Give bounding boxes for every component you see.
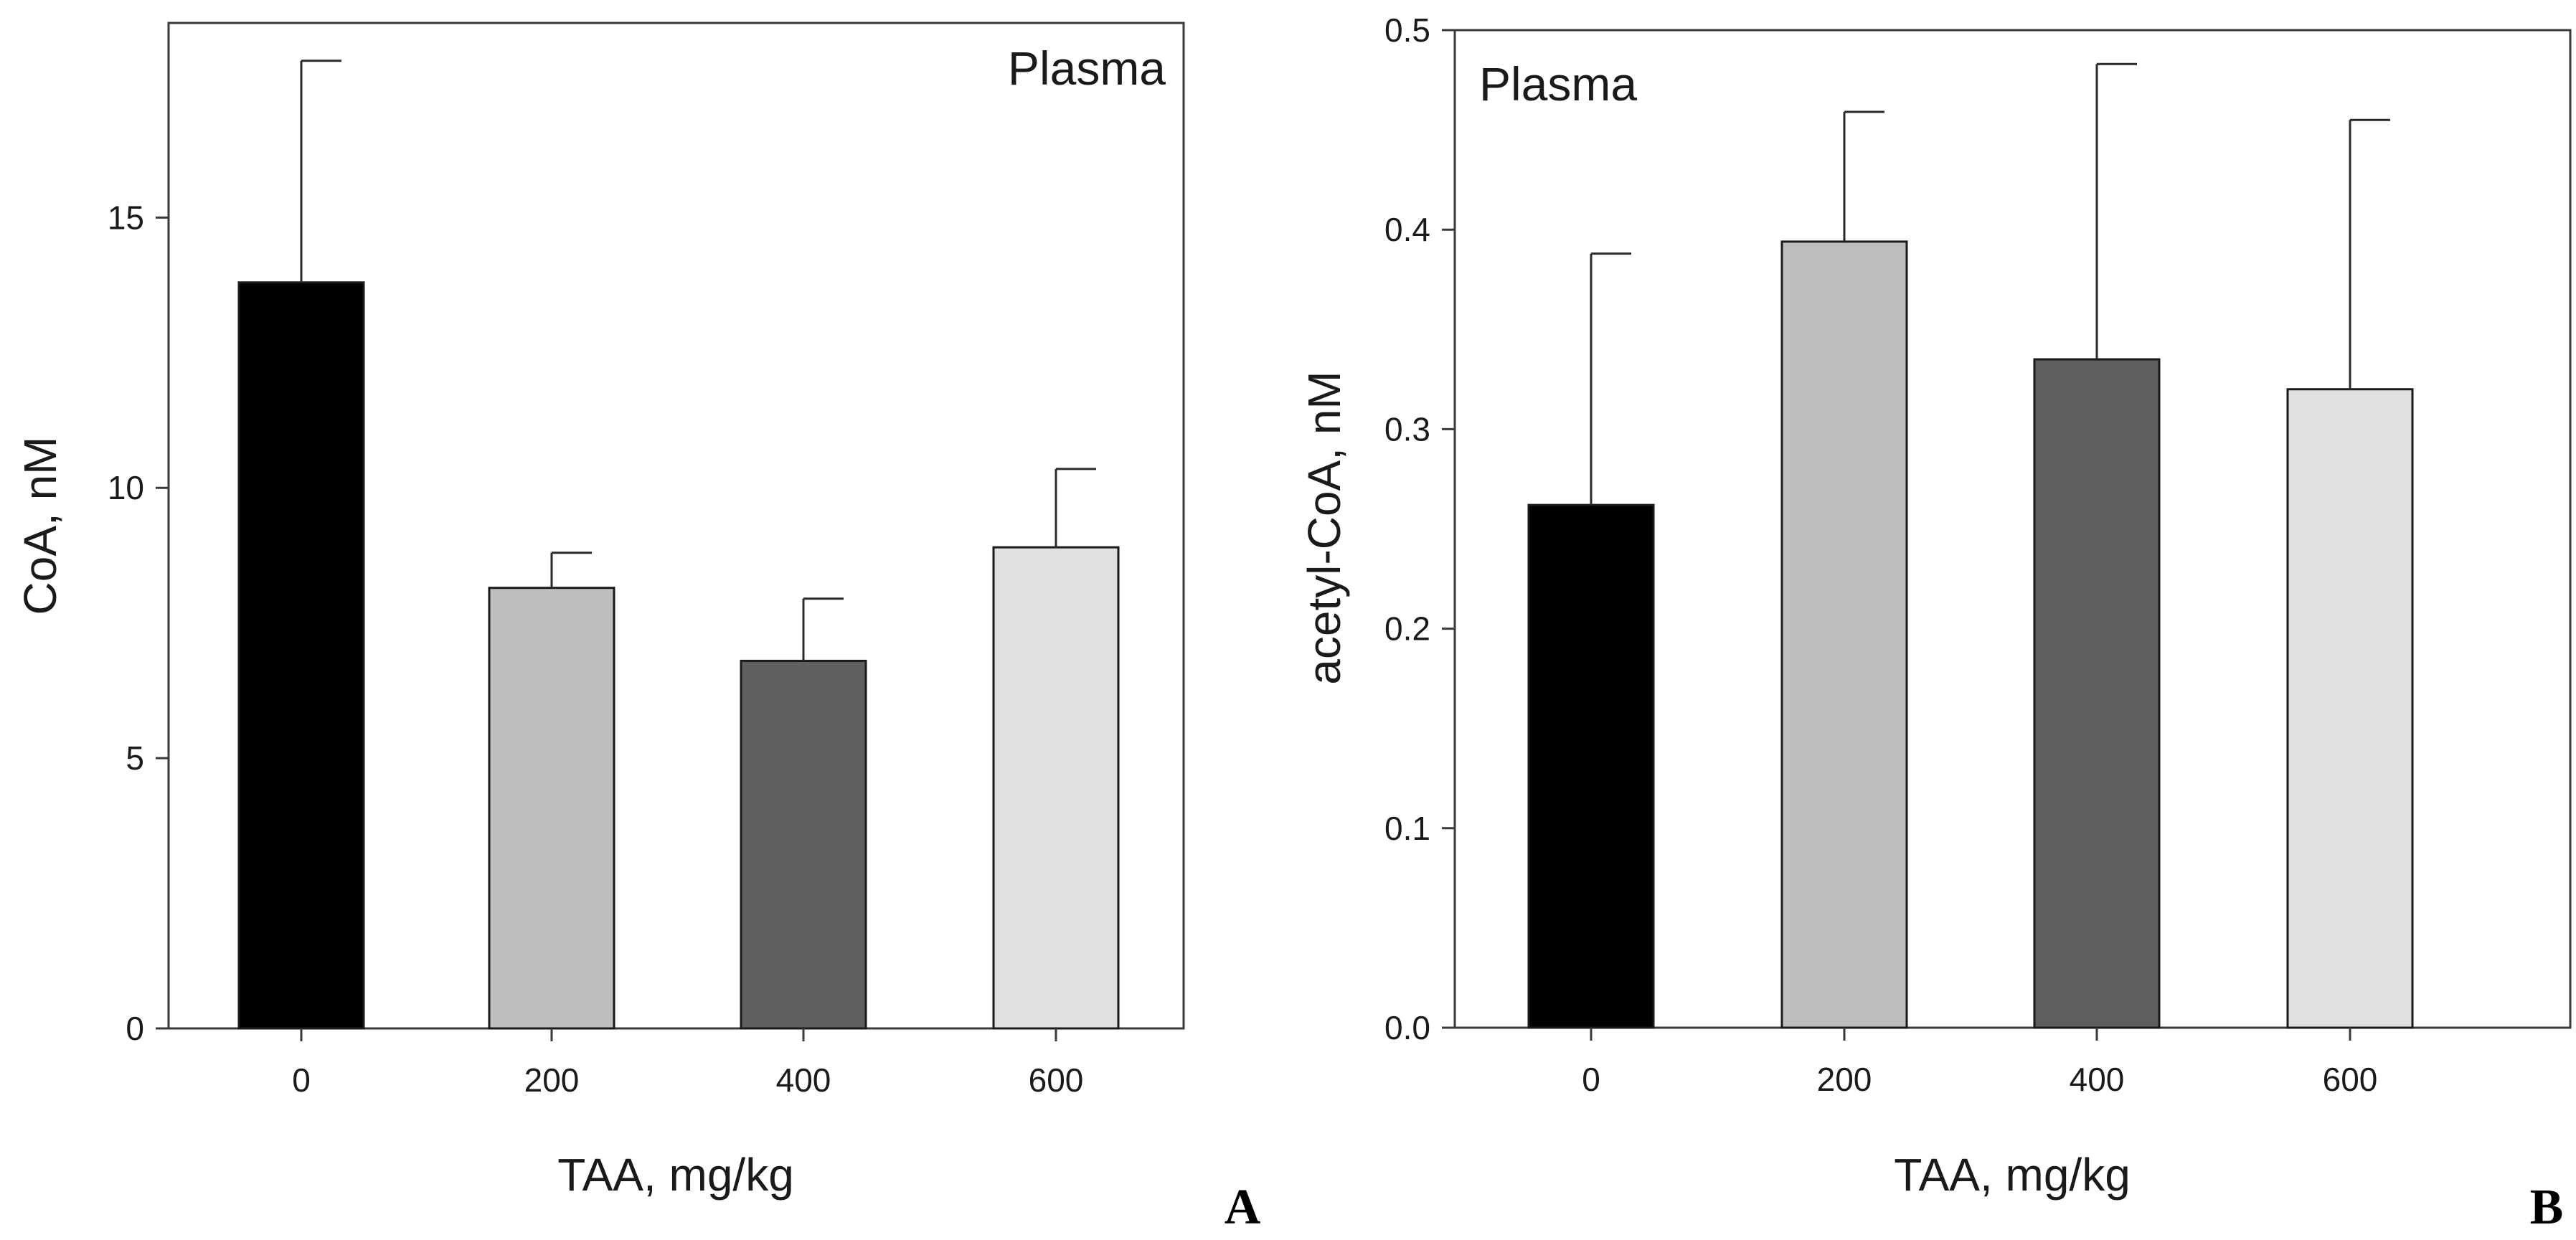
panel-a-x-tick-label: 400 <box>776 1061 831 1099</box>
panel-a-chart: 0 5 10 15 0 200 400 600 Plasma CoA, nM TAA, mg… <box>14 22 1261 1235</box>
panel-a-inset-label: Plasma <box>1008 42 1166 95</box>
panel-b-bar-400 <box>2033 358 2161 1029</box>
panel-a-y-tick-label: 0 <box>126 1010 144 1047</box>
panel-b-x-tick-label: 400 <box>2070 1061 2125 1098</box>
panel-a-x-tick-label: 600 <box>1029 1061 1084 1099</box>
panel-b-plot-frame <box>1453 29 2572 1029</box>
panel-b-x-tick-label: 0 <box>1582 1061 1600 1098</box>
panel-b-inset-label: Plasma <box>1479 57 1637 110</box>
panel-b-y-axis-label: acetyl-CoA, nM <box>1298 371 1350 684</box>
panel-a-letter: A <box>1225 1180 1261 1235</box>
panel-b-error-bars <box>1590 62 2390 506</box>
panel-a-y-tick-label: 15 <box>108 199 144 236</box>
panel-b-x-tick-label: 600 <box>2323 1061 2378 1098</box>
panel-b-chart: 0.0 0.1 0.2 0.3 0.4 0.5 0 200 400 600 Plasma ace… <box>1298 11 2572 1235</box>
panel-b-y-tick-label: 0.5 <box>1384 11 1430 49</box>
panel-b-x-tick-label: 200 <box>1817 1061 1872 1098</box>
panel-b-x-axis-label: TAA, mg/kg <box>1894 1149 2131 1201</box>
panel-b-y-ticks: 0.0 0.1 0.2 0.3 0.4 0.5 <box>1384 11 1455 1046</box>
panel-b-letter: B <box>2530 1180 2564 1235</box>
panel-b-y-tick-label: 0.4 <box>1384 211 1430 248</box>
panel-a-x-tick-label: 200 <box>524 1061 580 1099</box>
panel-b-bar-200 <box>1780 240 1908 1029</box>
panel-a-x-tick-label: 0 <box>292 1061 311 1099</box>
panel-a-bar-400 <box>740 659 867 1030</box>
panel-a-bar-600 <box>992 546 1120 1030</box>
panel-a-bar-200 <box>488 587 615 1030</box>
panel-b-bar-600 <box>2286 388 2414 1029</box>
panel-a-y-tick-label: 5 <box>126 739 144 777</box>
panel-a-bars <box>237 281 1120 1030</box>
panel-a-x-ticks: 0 200 400 600 <box>292 1028 1083 1099</box>
panel-b-y-tick-label: 0.0 <box>1384 1009 1430 1046</box>
panel-a-bar-0 <box>237 281 365 1030</box>
panel-a-error-bars <box>300 60 1096 661</box>
panel-a-y-ticks: 0 5 10 15 <box>108 199 169 1047</box>
panel-a-y-axis-label: CoA, nM <box>14 437 66 615</box>
panel-b-bar-0 <box>1527 503 1655 1029</box>
panel-a-y-tick-label: 10 <box>108 469 144 506</box>
panel-a-plot-frame <box>167 22 1185 1030</box>
panel-a-x-axis-label: TAA, mg/kg <box>557 1149 794 1201</box>
panel-b-y-tick-label: 0.2 <box>1384 610 1430 648</box>
panel-b-x-ticks: 0 200 400 600 <box>1582 1028 2377 1098</box>
panel-b-bars <box>1527 240 2414 1029</box>
panel-b-y-tick-label: 0.1 <box>1384 810 1430 847</box>
panel-b-y-tick-label: 0.3 <box>1384 410 1430 448</box>
